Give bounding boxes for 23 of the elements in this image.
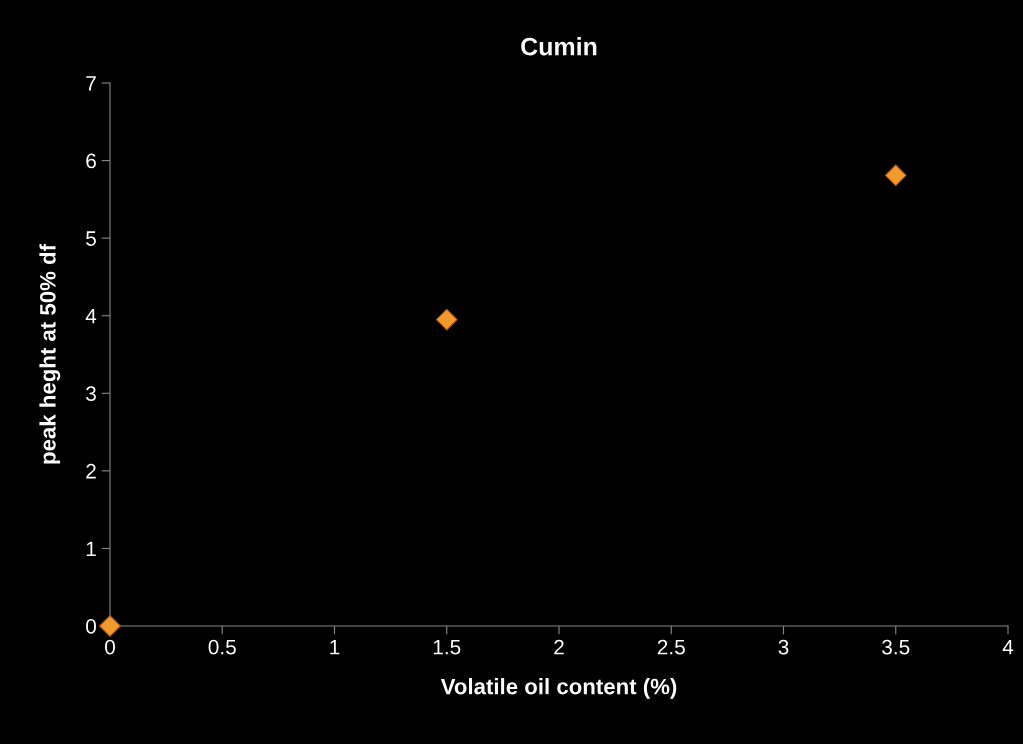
point [99, 615, 121, 637]
point [884, 164, 907, 187]
x-tick-label: 0 [105, 639, 115, 655]
y-tick-label: 3 [86, 386, 96, 402]
x-tick-label: 1.5 [433, 639, 461, 655]
chart-title: Cumin [521, 37, 597, 56]
y-tick-label: 1 [86, 541, 96, 556]
x-tick-label: 3 [778, 639, 789, 655]
y-tick-label: 7 [86, 76, 96, 91]
y-tick-label: 2 [86, 463, 96, 479]
x-tick-label: 1 [330, 639, 340, 655]
y-tick-label: 5 [86, 231, 96, 246]
y-axis-title: peak heght at 50% df [39, 243, 61, 464]
y-tick-label: 4 [85, 308, 97, 324]
x-tick-label: 4 [1002, 639, 1014, 655]
x-tick-label: 2.5 [657, 639, 685, 655]
y-tick-label: 6 [86, 153, 96, 169]
y-tick-label: 0 [86, 619, 96, 634]
x-tick-label: 2 [554, 639, 564, 655]
x-tick-label: 3.5 [882, 639, 910, 655]
x-axis-title: Volatile oil content (%) [440, 678, 677, 699]
x-tick-label: 0.5 [208, 639, 236, 655]
point [435, 308, 458, 331]
